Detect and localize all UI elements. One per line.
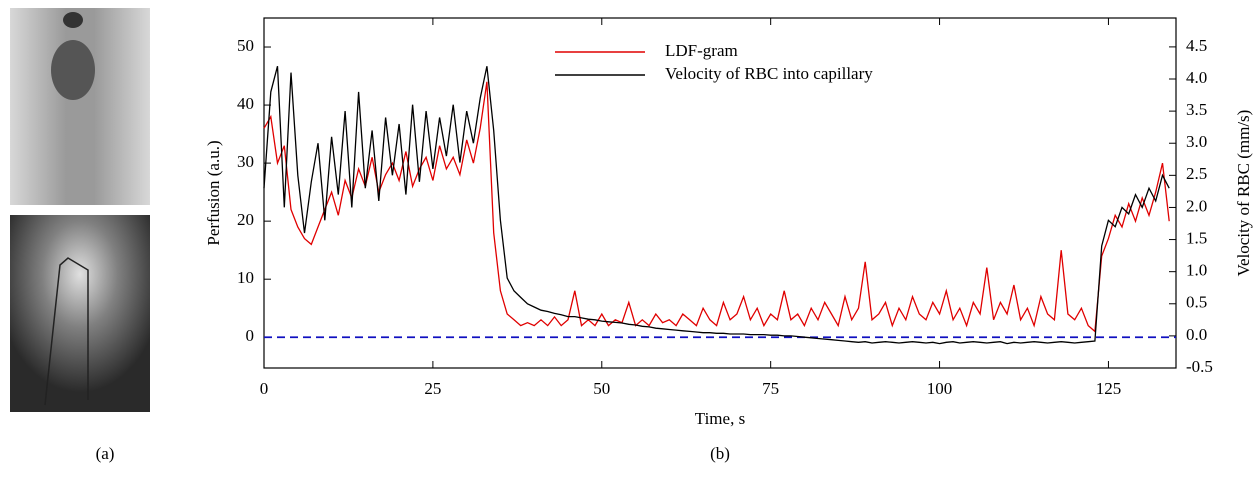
y2-tick-label: 4.5 bbox=[1186, 36, 1207, 55]
legend-label: LDF-gram bbox=[665, 41, 738, 60]
panel-label: (a) bbox=[96, 444, 115, 463]
y-tick-label: 40 bbox=[237, 94, 254, 113]
x-tick-label: 0 bbox=[260, 379, 269, 398]
y-axis-label: Perfusion (a.u.) bbox=[204, 140, 223, 245]
y2-tick-label: 1.5 bbox=[1186, 228, 1207, 247]
y2-tick-label: 1.0 bbox=[1186, 261, 1207, 280]
y2-tick-label: 3.0 bbox=[1186, 132, 1207, 151]
y2-tick-label: 0.0 bbox=[1186, 325, 1207, 344]
y2-tick-label: -0.5 bbox=[1186, 357, 1213, 376]
series-line bbox=[263, 66, 1170, 345]
y-tick-label: 30 bbox=[237, 152, 254, 171]
legend-label: Velocity of RBC into capillary bbox=[665, 64, 873, 83]
y2-tick-label: 0.5 bbox=[1186, 293, 1207, 312]
y2-tick-label: 2.5 bbox=[1186, 164, 1207, 183]
y2-axis-label: Velocity of RBC (mm/s) bbox=[1234, 110, 1253, 277]
x-tick-label: 75 bbox=[762, 379, 779, 398]
x-tick-label: 50 bbox=[593, 379, 610, 398]
capillary-image bbox=[10, 8, 150, 205]
y2-tick-label: 3.5 bbox=[1186, 100, 1207, 119]
x-tick-label: 25 bbox=[424, 379, 441, 398]
plot-frame bbox=[263, 17, 1177, 369]
series-line bbox=[263, 81, 1170, 333]
image-blob bbox=[51, 40, 95, 100]
capillary-image bbox=[10, 215, 150, 412]
y-tick-label: 20 bbox=[237, 210, 254, 229]
y2-tick-label: 4.0 bbox=[1186, 68, 1207, 87]
y2-tick-label: 2.0 bbox=[1186, 196, 1207, 215]
x-tick-label: 100 bbox=[927, 379, 953, 398]
y-tick-label: 50 bbox=[237, 36, 254, 55]
x-tick-label: 125 bbox=[1096, 379, 1122, 398]
panel-label: (b) bbox=[710, 444, 730, 463]
trajectory bbox=[44, 257, 89, 406]
y-tick-label: 0 bbox=[246, 326, 255, 345]
y-tick-label: 10 bbox=[237, 268, 254, 287]
x-axis-label: Time, s bbox=[695, 409, 745, 428]
image-blob bbox=[63, 12, 83, 28]
